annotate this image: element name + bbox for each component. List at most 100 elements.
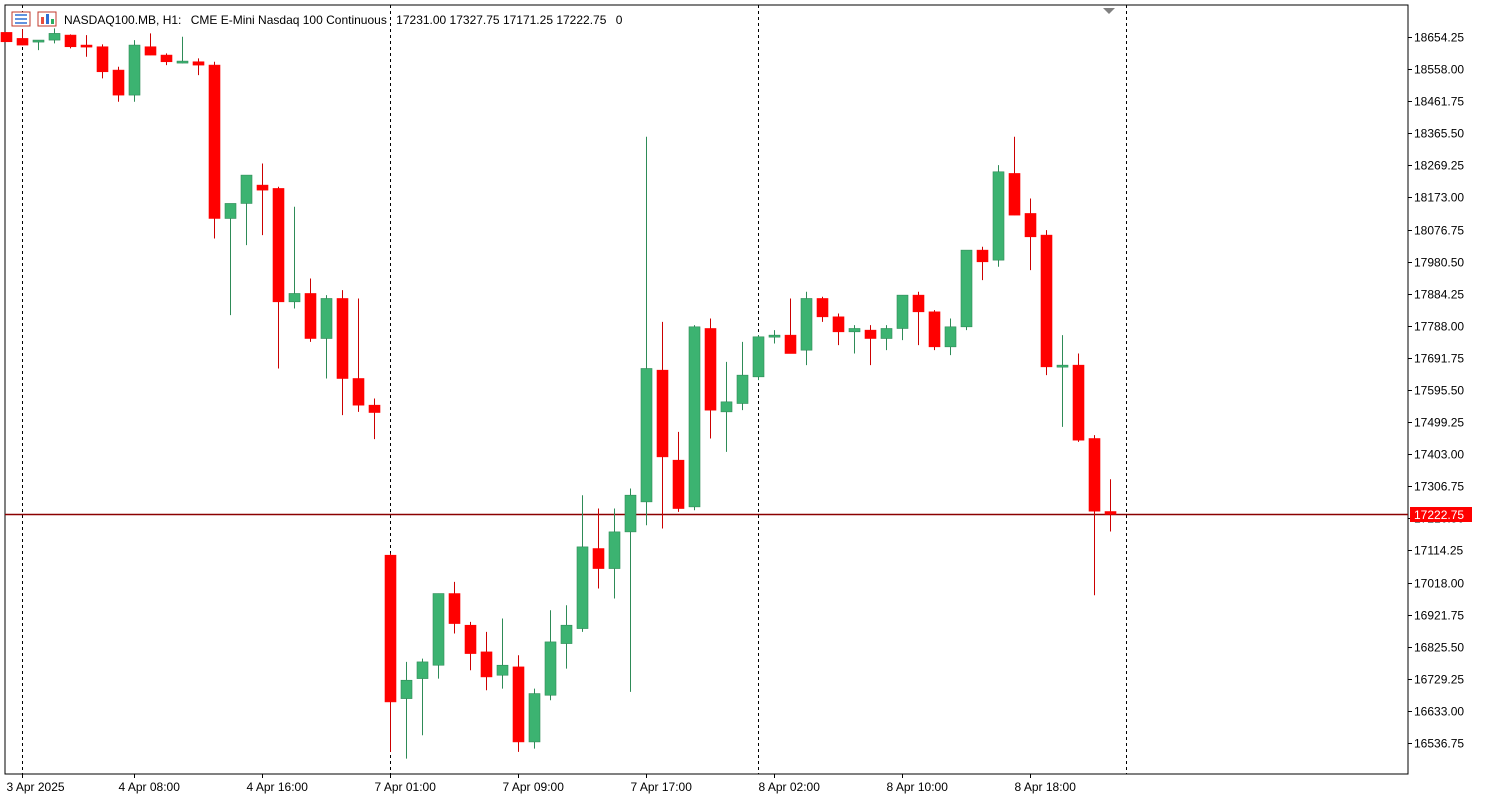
candle[interactable] (160, 53, 173, 66)
candle[interactable] (544, 610, 557, 701)
candle[interactable] (368, 398, 381, 440)
candle[interactable] (240, 174, 253, 246)
bullish-candle-body (240, 174, 253, 204)
candle[interactable] (976, 246, 989, 281)
candle[interactable] (656, 321, 669, 529)
candle[interactable] (992, 165, 1005, 267)
price-tick-label: 18558.00 (1414, 63, 1464, 77)
bearish-candle-body (96, 46, 109, 73)
candle[interactable] (624, 488, 637, 692)
bullish-candle-body (608, 531, 621, 569)
candle[interactable] (32, 39, 45, 51)
bearish-candle-body (592, 548, 605, 569)
candle[interactable] (864, 325, 877, 366)
candle[interactable] (432, 593, 445, 679)
time-tick-label: 7 Apr 17:00 (631, 780, 693, 794)
bearish-candle-body (256, 184, 269, 191)
candle[interactable] (400, 661, 413, 759)
bullish-candle-body (896, 294, 909, 329)
shift-triangle-icon[interactable] (1103, 8, 1115, 14)
candle[interactable] (1104, 479, 1117, 532)
price-tick-label: 17306.75 (1414, 480, 1464, 494)
price-tick-label: 17884.25 (1414, 288, 1464, 302)
candle[interactable] (352, 298, 365, 412)
price-axis[interactable]: 18654.25 18558.00 18461.75 18365.50 18269.25… (1408, 31, 1464, 751)
candle[interactable] (832, 313, 845, 346)
candle[interactable] (176, 36, 189, 64)
candle[interactable] (880, 325, 893, 351)
bullish-candle-body (400, 679, 413, 699)
candle[interactable] (416, 658, 429, 736)
candle[interactable] (80, 35, 93, 57)
candle[interactable] (1072, 353, 1085, 442)
candle[interactable] (1088, 435, 1101, 596)
candle[interactable] (64, 34, 77, 49)
candle[interactable] (192, 58, 205, 76)
candle[interactable] (736, 341, 749, 411)
candle[interactable] (672, 431, 685, 512)
candle[interactable] (464, 621, 477, 671)
candle[interactable] (96, 44, 109, 79)
candle[interactable] (576, 495, 589, 632)
candle[interactable] (1040, 230, 1053, 376)
candle[interactable] (304, 278, 317, 342)
candles-layer[interactable] (0, 28, 1117, 759)
candle[interactable] (320, 295, 333, 379)
bearish-candle-body (784, 334, 797, 354)
candle[interactable] (960, 249, 973, 331)
candle[interactable] (336, 290, 349, 416)
bullish-candle-body (992, 171, 1005, 261)
candle[interactable] (16, 29, 29, 46)
candle[interactable] (608, 508, 621, 599)
candle[interactable] (384, 553, 397, 752)
candle[interactable] (592, 508, 605, 589)
candle[interactable] (1008, 136, 1021, 216)
candlestick-chart-icon[interactable] (11, 11, 31, 27)
time-axis[interactable]: 3 Apr 2025 4 Apr 08:00 4 Apr 16:00 7 Apr 01… (7, 774, 1077, 794)
chart-header: NASDAQ100.MB, H1: CME E-Mini Nasdaq 100 … (11, 11, 623, 27)
candle[interactable] (224, 203, 237, 316)
candle[interactable] (944, 318, 957, 356)
candle[interactable] (48, 28, 61, 44)
candle[interactable] (256, 163, 269, 236)
bearish-candle-body (464, 624, 477, 654)
candle[interactable] (448, 581, 461, 634)
candle[interactable] (640, 136, 653, 526)
candle[interactable] (128, 40, 141, 102)
candle[interactable] (144, 33, 157, 56)
candle[interactable] (800, 291, 813, 366)
candle[interactable] (496, 618, 509, 689)
candle[interactable] (1056, 335, 1069, 427)
candle[interactable] (896, 294, 909, 341)
bearish-candle-body (272, 188, 285, 303)
candle[interactable] (928, 310, 941, 351)
bearish-candle-body (0, 32, 13, 43)
candle[interactable] (752, 335, 765, 381)
candle[interactable] (848, 325, 861, 354)
candle[interactable] (704, 318, 717, 439)
candle[interactable] (112, 66, 125, 102)
candle[interactable] (272, 186, 285, 369)
candle[interactable] (816, 296, 829, 322)
price-tick-label: 18654.25 (1414, 31, 1464, 45)
candle[interactable] (912, 291, 925, 346)
candle[interactable] (720, 361, 733, 452)
indicator-window-icon[interactable] (37, 11, 57, 27)
candle[interactable] (1024, 198, 1037, 271)
candle[interactable] (288, 206, 301, 309)
candle[interactable] (528, 688, 541, 749)
bullish-candle-body (720, 401, 733, 413)
candle[interactable] (768, 330, 781, 344)
candle[interactable] (560, 605, 573, 669)
candle[interactable] (688, 325, 701, 511)
price-tick-label: 16921.75 (1414, 609, 1464, 623)
candle[interactable] (0, 32, 13, 43)
current-price-label-bg (1410, 507, 1472, 522)
bullish-candle-body (416, 661, 429, 679)
candle[interactable] (208, 61, 221, 239)
candle[interactable] (784, 298, 797, 354)
candle[interactable] (512, 655, 525, 752)
current-price-label: 17222.75 (1410, 507, 1472, 522)
candle[interactable] (480, 631, 493, 691)
